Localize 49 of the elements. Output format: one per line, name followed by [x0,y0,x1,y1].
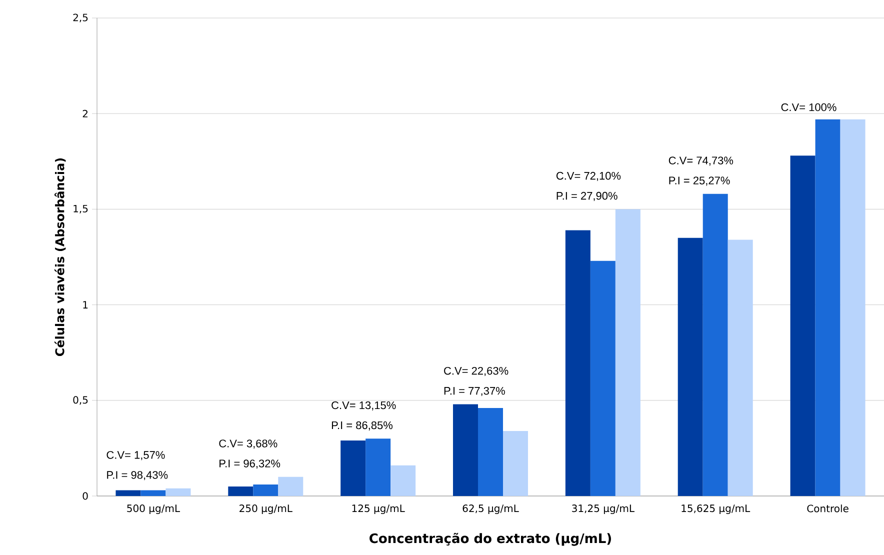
y-axis-title: Células viavéis (Absorbância) [54,158,66,356]
bar [340,440,366,496]
annotation: P.I = 86,85% [332,421,393,430]
annotation: P.I = 96,32% [220,460,280,469]
y-tick-label: 1 [83,301,88,308]
annotation: C.V= 100% [781,103,836,112]
y-tick-label: 0 [82,492,88,500]
bar [702,194,728,496]
bar [840,119,866,496]
x-tick-label: Controle [807,504,848,512]
y-tick-label: 2 [82,110,88,118]
bar [478,408,504,496]
annotation: C.V= 3,68% [219,440,278,449]
bar [166,488,191,496]
annotation: C.V= 74,73% [668,156,734,166]
bar [278,476,304,496]
bar [453,404,478,496]
bar [116,490,141,496]
annotation: P.I = 25,27% [669,176,730,186]
x-tick-label: 500 µg/mL [127,504,180,514]
x-tick-label: 31,25 µg/mL [572,504,634,514]
x-tick-label: 125 µg/mL [352,504,405,514]
y-tick-label: 0,5 [73,396,88,405]
annotation: P.I = 27,90% [556,192,618,202]
bar [253,484,278,496]
annotation: C.V= 72,10% [556,172,621,182]
bar [728,240,753,496]
bar [615,209,640,496]
x-tick-label: 15,625 µg/mL [682,504,750,514]
bar [815,119,840,496]
x-tick-label: 250 µg/mL [240,504,292,514]
bar [503,430,528,496]
bar [390,465,416,496]
annotation: P.I = 98,43% [107,471,168,480]
bar [366,438,391,496]
bar [590,260,616,496]
annotation: P.I = 77,37% [444,386,505,396]
x-axis-title: Concentração do extrato (µg/mL) [370,532,611,546]
bar [565,230,590,496]
bar [678,238,703,496]
bar [140,490,166,496]
x-tick-label: 62,5 µg/mL [462,504,519,514]
bar [790,156,816,496]
annotation: C.V= 13,15% [332,401,396,410]
bar [228,486,254,496]
y-tick-label: 1,5 [74,204,88,214]
annotation: C.V= 1,57% [106,451,165,460]
annotation: C.V= 22,63% [444,366,508,376]
y-tick-label: 2,5 [73,14,88,22]
